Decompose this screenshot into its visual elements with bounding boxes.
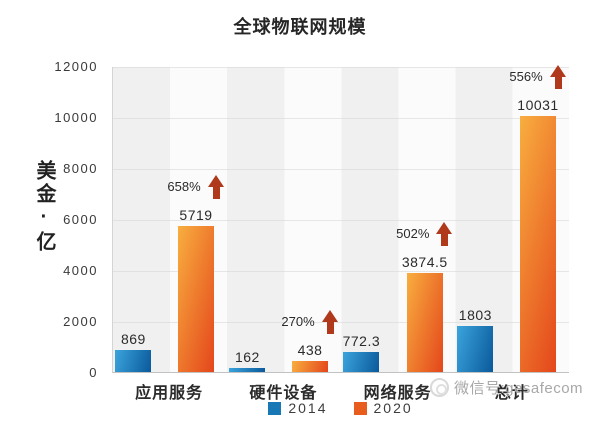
bar-column-2014: 869 [115,330,152,372]
bar-value-label: 162 [234,348,260,365]
y-tick-label: 0 [89,365,98,380]
up-arrow-icon [321,309,339,335]
bar-value-label: 5719 [179,207,213,224]
bar-value-label: 3874.5 [401,254,448,271]
y-tick-label: 12000 [54,59,98,74]
bar-value-label: 438 [297,341,323,358]
bar-value-label: 10031 [517,97,559,114]
legend-item-2020: 2020 [353,400,413,416]
bar-column-2014: 772.3 [343,333,381,372]
gridline [113,220,569,221]
bar-column-2014: 162 [229,348,266,372]
watermark-text: 微信号:gesafecom [454,380,584,397]
watermark: 微信号:gesafecom [430,377,583,398]
legend-label: 2014 [288,400,328,416]
bar-column-2020: 502% 3874.5 [396,222,453,372]
bar-2014 [115,349,152,372]
bar-2014 [343,352,380,372]
bar-value-label: 869 [120,330,146,347]
up-arrow-icon [436,222,453,247]
y-tick-label: 10000 [54,110,98,125]
y-axis-label: 美金·亿 [33,160,55,254]
bar-value-label: 1803 [458,307,492,323]
bar-group: 772.3 502% 3874.5 [341,222,455,372]
bar-group: 1803 556% 10031 [455,65,569,372]
gridline [113,67,569,68]
bar-column-2020: 556% 10031 [509,65,566,372]
growth-label: 556% [509,69,543,85]
watermark-logo-icon [430,378,449,397]
bar-2014 [457,326,494,372]
y-tick-label: 2000 [63,314,98,329]
y-tick-label: 4000 [63,263,98,278]
bar-column-2020: 658% 5719 [167,175,224,372]
bar-2014 [229,367,266,372]
gridline [113,118,569,119]
x-axis-label: 应用服务 [135,385,204,402]
y-axis-ticks: 0 2000 4000 6000 8000 10000 12000 [0,59,104,380]
x-axis-labels: 应用服务 硬件设备 网络服务 总计 [112,379,569,403]
x-axis-label: 网络服务 [363,385,432,402]
growth-annotation: 658% [167,175,224,200]
up-arrow-icon [207,175,225,200]
bar-2020 [406,273,443,372]
bar-2020 [178,226,214,372]
bar-value-label: 772.3 [342,333,381,350]
legend-swatch [353,401,367,415]
bar-2020 [292,360,328,372]
growth-label: 502% [396,226,430,242]
y-tick-label: 6000 [63,212,98,227]
growth-label: 658% [167,179,201,195]
bar-group: 162 270% 438 [227,309,341,372]
growth-label: 270% [281,313,315,329]
growth-annotation: 502% [396,222,453,247]
bar-column-2014: 1803 [457,307,494,372]
growth-annotation: 270% [281,309,339,335]
bar-group: 869 658% 5719 [113,175,227,372]
legend-item-2014: 2014 [268,400,327,416]
gridline [113,169,569,170]
bar-groups: 869 658% 5719 162 270% 438 772.3 502% 3874.5 1803… [113,65,569,372]
legend: 2014 2020 [112,400,569,416]
legend-swatch [268,401,282,415]
growth-annotation: 556% [509,65,566,90]
gridline [113,271,569,272]
y-tick-label: 8000 [63,161,98,176]
legend-label: 2020 [373,400,413,416]
chart-title: 全球物联网规模 [233,17,367,37]
up-arrow-icon [549,65,567,90]
bar-column-2020: 270% 438 [281,309,339,372]
plot-area: 869 658% 5719 162 270% 438 772.3 502% 3874.5 1803… [112,65,569,373]
bar-2020 [520,116,556,372]
gridline [113,322,569,323]
x-axis-label: 硬件设备 [249,385,318,402]
x-axis-label: 总计 [494,385,529,402]
